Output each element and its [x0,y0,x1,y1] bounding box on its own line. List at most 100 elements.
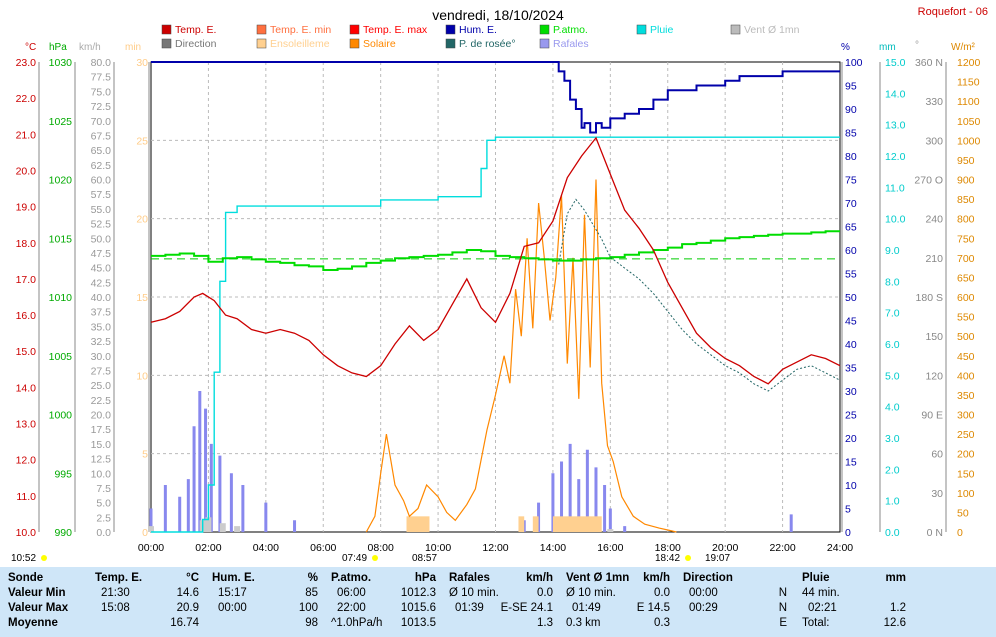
solar-tick-label: 1200 [957,57,981,69]
hum-max-value: 100 [298,602,318,614]
wind-tick-label: 10.0 [91,468,112,480]
hum-tick-label: 20 [845,433,857,445]
solar-tick-label: 200 [957,449,975,461]
hum-tick-label: 75 [845,175,857,187]
legend-label: Ensoleilleme [270,38,330,50]
dir-row2-value: N [778,602,787,614]
gust-bar [789,514,793,532]
hum-tick-label: 15 [845,457,857,469]
hum-tick-label: 85 [845,128,857,140]
hum-tick-label: 5 [845,504,851,516]
sunset-icon [685,555,691,561]
time-tick-label: 16:00 [597,542,623,554]
pressure-tick-label: 1020 [49,175,73,187]
gust-avg-value: 1.3 [537,617,553,629]
dir-tick-label: 180 S [916,292,943,304]
gust-bar [149,508,153,532]
wind-tick-label: 35.0 [91,321,112,333]
pressure-tick-label: 1025 [49,116,73,128]
rain-max-value: 1.2 [890,602,906,614]
hum-tick-label: 55 [845,269,857,281]
wind-tick-label: 80.0 [91,57,112,69]
wind-tick-label: 75.0 [91,86,112,98]
solar-tick-label: 700 [957,253,975,265]
wind-axis-unit: km/h [79,42,101,53]
dir-tick-label: 120 [925,370,943,382]
legend-label: Rafales [553,38,589,50]
rain-tick-label: 9.0 [885,245,900,257]
rain-tick-label: 4.0 [885,402,900,414]
wind-10min-label: Ø 10 min. [566,587,616,599]
wind-tick-label: 42.5 [91,277,112,289]
time-tick-label: 18:00 [655,542,681,554]
dir-tick-label: 60 [931,449,943,461]
sun-tick-label: 30 [136,57,148,69]
hum-tick-label: 100 [845,57,863,69]
dir-tick-label: 300 [925,135,943,147]
moonrise-time: 19:07 [705,553,730,564]
solar-tick-label: 950 [957,155,975,167]
wind-title: Vent Ø 1mn [566,572,630,584]
stats-temp: Temp. E. °C 21:30 14.6 15:08 20.9 16.74 [87,567,205,637]
solar-tick-label: 600 [957,292,975,304]
legend-swatch [349,38,360,49]
temp-tick-label: 23.0 [16,57,37,69]
solar-tick-label: 400 [957,370,975,382]
time-tick-label: 14:00 [540,542,566,554]
hum-tick-label: 0 [845,527,851,539]
legend-swatch [636,24,647,35]
moon-icon [41,555,47,561]
hum-title: Hum. E. [212,572,255,584]
stats-wind: Vent Ø 1mn km/h Ø 10 min. 0.0 01:49 E 14… [560,567,676,637]
dir-row1-value: N [778,587,787,599]
wind-bar [219,523,226,532]
solar-tick-label: 50 [957,507,969,519]
gust-max-time: 01:39 [455,602,484,614]
temp-title: Temp. E. [95,572,143,584]
press-trend: ^1.0hPa/h [331,617,383,629]
wind-tick-label: 5.0 [96,498,111,510]
temperature-line [150,136,841,385]
time-tick-label: 00:00 [138,542,164,554]
humidity-line [151,61,840,134]
pressure-axis-unit: hPa [49,42,67,53]
sun-tick-label: 5 [142,449,148,461]
rain-max-time: 02:21 [808,602,837,614]
temp-tick-label: 13.0 [16,419,37,431]
legend-swatch [161,38,172,49]
sun-tick-label: 20 [136,214,148,226]
wind-max-time: 01:49 [572,602,601,614]
hum-unit: % [307,572,318,584]
gust-bar [551,473,555,532]
wind-tick-label: 50.0 [91,233,112,245]
wind-tick-label: 45.0 [91,263,112,275]
gust-bar [594,467,598,532]
gust-bar [204,408,208,532]
legend-swatch [256,38,267,49]
hum-max-time: 00:00 [218,602,247,614]
hum-tick-label: 25 [845,410,857,422]
pressure-tick-label: 1015 [49,233,73,245]
gust-bar [186,479,190,532]
solar-tick-label: 650 [957,272,975,284]
solar-tick-label: 1050 [957,116,981,128]
temp-tick-label: 20.0 [16,165,37,177]
temp-tick-label: 14.0 [16,382,37,394]
stats-hum: Hum. E. % 15:17 85 00:00 100 98 [206,567,324,637]
sunrise-time: 07:49 [342,553,367,564]
hum-min-value: 85 [305,587,318,599]
solar-axis-unit: W/m² [951,42,976,53]
dir-tick-label: 270 O [914,175,943,187]
rain-tick-label: 11.0 [885,182,905,194]
wind-tick-label: 57.5 [91,189,112,201]
wind-tick-label: 17.5 [91,424,112,436]
row-label-min: Valeur Min [8,587,66,599]
stats-table: Sonde Valeur Min Valeur Max Moyenne Temp… [0,567,996,637]
gust-bar [218,455,222,532]
wind-max-value: E 14.5 [636,602,670,614]
legend-swatch [445,38,456,49]
station-name: Roquefort - 06 [918,6,988,18]
rain-tick-label: 1.0 [885,496,900,508]
legend-label: Temp. E. max [363,24,428,36]
pressure-tick-label: 1010 [49,292,73,304]
